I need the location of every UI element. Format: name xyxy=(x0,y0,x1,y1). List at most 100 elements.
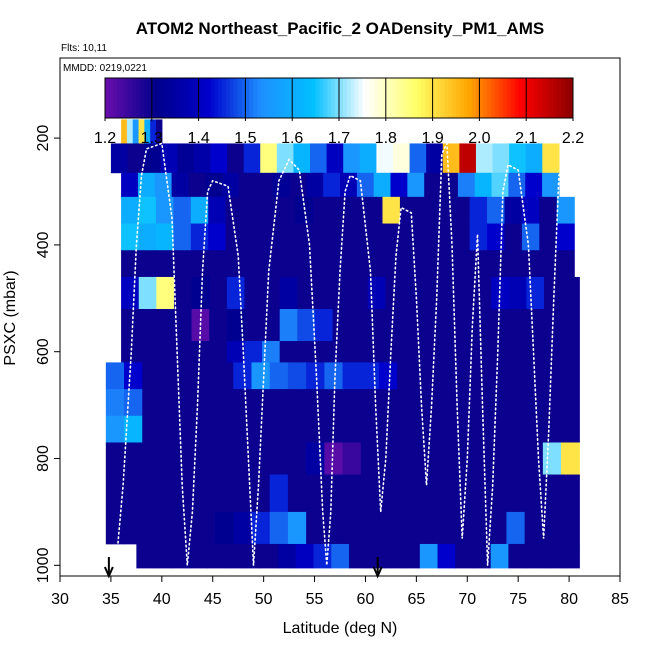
colorbar-segment xyxy=(565,78,570,118)
heatmap-cell xyxy=(330,250,349,278)
colorbar-segment xyxy=(311,78,317,118)
colorbar-tick-label: 1.8 xyxy=(375,130,397,147)
x-tick-label: 30 xyxy=(51,591,69,608)
heatmap-cell xyxy=(132,119,140,144)
heatmap-cell xyxy=(124,389,143,417)
chart-title: ATOM2 Northeast_Pacific_2 OADensity_PM1_… xyxy=(136,19,544,38)
colorbar-segment xyxy=(362,78,367,118)
colorbar-tick-label: 2.1 xyxy=(515,130,537,147)
heatmap-cell xyxy=(314,308,334,342)
heatmap-cell xyxy=(272,172,291,198)
colorbar-segment xyxy=(190,78,196,118)
heatmap-cell xyxy=(215,415,234,443)
colorbar-tick-label: 1.5 xyxy=(234,130,256,147)
colorbar-segment xyxy=(339,78,344,118)
heatmap-cell xyxy=(177,143,195,174)
y-tick-label: 600 xyxy=(35,338,52,365)
heatmap-cell xyxy=(417,250,436,278)
heatmap-cell xyxy=(189,543,208,569)
heatmap-cell xyxy=(470,474,489,513)
heatmap-cell xyxy=(251,474,271,513)
heatmap-cell xyxy=(506,389,526,417)
colorbar-segment xyxy=(253,78,258,118)
heatmap-cell xyxy=(506,362,526,390)
heatmap-cell xyxy=(279,341,298,363)
y-tick-label: 200 xyxy=(35,125,52,152)
colorbar-segment xyxy=(105,78,110,118)
heatmap-cell xyxy=(324,442,344,475)
heatmap-cell xyxy=(233,474,253,513)
heatmap-cell xyxy=(210,143,228,174)
heatmap-cell xyxy=(142,415,162,443)
heatmap-cell xyxy=(524,389,544,417)
heatmap-cell xyxy=(399,223,418,251)
heatmap-cell xyxy=(156,276,175,310)
heatmap-cell xyxy=(331,543,350,569)
heatmap-cell xyxy=(382,223,401,251)
plot-frame xyxy=(59,57,621,577)
heatmap-cell xyxy=(556,196,575,224)
colorbar-segment xyxy=(541,78,547,118)
heatmap-cell xyxy=(191,341,210,363)
heatmap-cell xyxy=(521,223,540,251)
colorbar-segment xyxy=(502,78,508,118)
colorbar-segment xyxy=(530,78,535,118)
heatmap-cell xyxy=(225,196,244,224)
colorbar-segment xyxy=(206,78,211,118)
heatmap-cell xyxy=(105,389,125,417)
heatmap-cell xyxy=(382,196,401,224)
heatmap-cell xyxy=(173,341,193,363)
heatmap-cell xyxy=(544,276,563,310)
heatmap-cell xyxy=(160,415,180,443)
heatmap-cell xyxy=(451,415,471,443)
colorbar-segment xyxy=(268,78,274,118)
heatmap-cell xyxy=(385,276,404,310)
heatmap-cell xyxy=(121,341,140,363)
heatmap-cell xyxy=(390,172,408,198)
heatmap-cell xyxy=(487,196,506,224)
heatmap-cell xyxy=(473,276,492,310)
heatmap-cell xyxy=(488,415,508,443)
heatmap-cell xyxy=(473,341,492,363)
heatmap-cell xyxy=(470,389,489,417)
heatmap-cell xyxy=(392,143,411,174)
heatmap-cell xyxy=(287,389,307,417)
colorbar-segment xyxy=(366,78,371,118)
heatmap-cell xyxy=(142,474,162,513)
heatmap-cell xyxy=(138,341,157,363)
colorbar-segment xyxy=(327,78,332,118)
heatmap-cell xyxy=(452,250,471,278)
heatmap-cell xyxy=(260,223,279,251)
colorbar-segment xyxy=(163,78,168,118)
heatmap-cell xyxy=(138,119,145,144)
colorbar-segment xyxy=(272,78,278,118)
colorbar-segment xyxy=(292,78,297,118)
heatmap-cell xyxy=(470,442,489,475)
heatmap-cell xyxy=(539,250,558,278)
colorbar-segment xyxy=(315,78,320,118)
heatmap-cell xyxy=(470,511,489,545)
heatmap-cell xyxy=(415,389,435,417)
heatmap-cell xyxy=(509,143,527,174)
heatmap-cell xyxy=(556,223,575,251)
colorbar-segment xyxy=(128,78,133,118)
heatmap-cell xyxy=(208,250,227,278)
heatmap-cell xyxy=(225,223,244,251)
heatmap-cell xyxy=(469,196,488,224)
heatmap-cell xyxy=(561,389,580,417)
colorbar-segment xyxy=(381,78,387,118)
heatmap-cell xyxy=(360,362,380,390)
heatmap-cell xyxy=(491,341,510,363)
colorbar-segment xyxy=(175,78,180,118)
colorbar-segment xyxy=(136,78,141,118)
heatmap-cell xyxy=(407,172,425,198)
heatmap-cell xyxy=(310,143,328,174)
heatmap-cell xyxy=(475,143,494,174)
heatmap-cell xyxy=(142,511,162,545)
heatmap-cell xyxy=(269,442,289,475)
colorbar-tick-label: 1.4 xyxy=(187,130,209,147)
heatmap-cell xyxy=(313,543,332,569)
heatmap-cell xyxy=(491,308,510,342)
heatmap-cell xyxy=(243,196,262,224)
